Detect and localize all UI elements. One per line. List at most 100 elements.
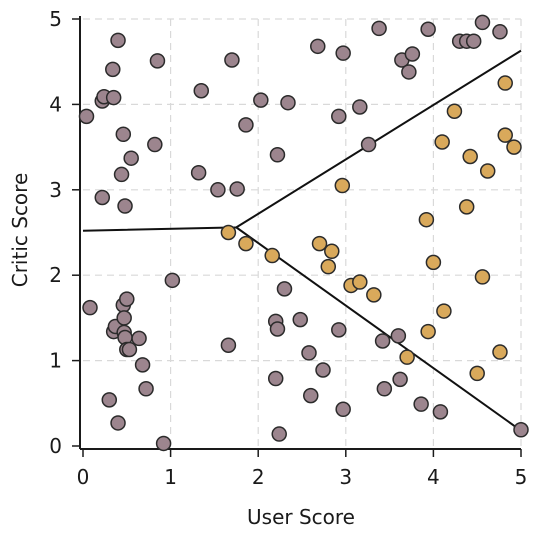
data-point-class-a bbox=[513, 422, 529, 438]
data-point-class-a bbox=[94, 189, 111, 206]
data-point-class-a bbox=[238, 117, 254, 133]
data-point-class-a bbox=[374, 333, 391, 349]
data-point-class-b bbox=[462, 148, 478, 165]
data-point-class-a bbox=[331, 108, 347, 125]
data-point-class-a bbox=[432, 404, 449, 420]
data-point-class-a bbox=[310, 38, 326, 55]
data-point-class-a bbox=[110, 415, 126, 431]
data-point-class-b bbox=[497, 127, 513, 143]
data-point-class-a bbox=[121, 341, 138, 358]
axes bbox=[79, 16, 521, 450]
data-point-class-a bbox=[303, 387, 319, 404]
data-point-class-a bbox=[190, 164, 207, 181]
data-point-class-a bbox=[413, 396, 429, 412]
data-point-class-b bbox=[324, 243, 340, 260]
data-point-class-a bbox=[335, 45, 351, 61]
data-point-class-b bbox=[446, 103, 463, 119]
data-point-class-a bbox=[149, 53, 166, 69]
data-point-class-a bbox=[220, 337, 237, 353]
x-axis-label: User Score bbox=[247, 505, 355, 529]
data-point-class-a bbox=[267, 370, 284, 387]
x-tick-label: 3 bbox=[339, 465, 352, 489]
y-tick-label: 0 bbox=[49, 434, 62, 458]
data-point-class-b bbox=[238, 235, 254, 252]
data-point-class-a bbox=[492, 24, 508, 40]
data-point-class-a bbox=[420, 21, 436, 37]
data-point-class-b bbox=[506, 139, 522, 155]
data-point-class-a bbox=[229, 181, 245, 197]
data-point-class-b bbox=[418, 211, 435, 228]
data-point-class-a bbox=[138, 381, 154, 397]
decision-boundary bbox=[82, 49, 522, 432]
data-point-class-a bbox=[116, 310, 132, 326]
data-point-class-a bbox=[392, 371, 408, 388]
y-tick-label: 2 bbox=[49, 263, 62, 287]
ticks: 0 1 2 3 4 5 0 1 2 3 4 5 bbox=[49, 7, 527, 489]
data-point-class-a bbox=[271, 426, 287, 442]
x-tick-label: 2 bbox=[252, 465, 265, 489]
data-point-class-b bbox=[311, 235, 328, 252]
data-point-class-a bbox=[117, 198, 133, 214]
data-point-class-a bbox=[335, 401, 351, 418]
x-tick-label: 5 bbox=[515, 465, 528, 489]
data-point-class-b bbox=[352, 274, 368, 290]
data-point-class-a bbox=[404, 46, 421, 62]
data-point-class-a bbox=[376, 381, 393, 397]
data-point-class-a bbox=[105, 89, 122, 106]
data-point-class-a bbox=[352, 99, 368, 115]
data-point-class-a bbox=[105, 61, 121, 78]
data-point-class-b bbox=[474, 269, 491, 285]
y-tick-label: 5 bbox=[49, 7, 62, 31]
data-point-class-a bbox=[292, 311, 308, 328]
x-tick-label: 0 bbox=[77, 465, 90, 489]
data-point-class-a bbox=[371, 20, 387, 37]
data-point-class-a bbox=[155, 435, 172, 452]
y-tick-label: 4 bbox=[49, 92, 62, 116]
data-point-class-b bbox=[334, 177, 351, 194]
data-point-class-a bbox=[123, 150, 139, 166]
data-point-class-a bbox=[280, 94, 296, 111]
data-point-class-b bbox=[458, 199, 475, 215]
data-point-class-a bbox=[134, 357, 151, 373]
data-point-class-a bbox=[110, 32, 126, 49]
data-point-class-b bbox=[436, 303, 452, 319]
data-point-class-b bbox=[320, 258, 337, 275]
data-point-class-a bbox=[82, 299, 98, 316]
y-axis-label: Critic Score bbox=[8, 173, 32, 288]
boundary-line bbox=[82, 49, 522, 432]
data-point-class-a bbox=[315, 362, 331, 378]
data-point-class-a bbox=[113, 166, 130, 183]
data-point-class-b bbox=[469, 365, 485, 382]
data-point-class-b bbox=[220, 224, 237, 241]
data-point-class-b bbox=[434, 134, 450, 150]
data-point-class-a bbox=[101, 392, 118, 408]
data-point-class-a bbox=[465, 33, 482, 49]
data-point-class-a bbox=[193, 82, 210, 99]
data-point-class-a bbox=[390, 328, 407, 344]
data-point-class-b bbox=[479, 163, 496, 179]
data-point-class-a bbox=[78, 108, 95, 125]
data-point-class-a bbox=[331, 322, 347, 338]
data-point-class-b bbox=[264, 247, 280, 264]
data-point-class-a bbox=[164, 272, 181, 289]
data-point-class-a bbox=[147, 136, 163, 153]
data-point-class-b bbox=[497, 75, 513, 91]
data-point-class-b bbox=[425, 254, 442, 271]
data-point-class-a bbox=[269, 321, 286, 337]
data-point-class-a bbox=[131, 330, 147, 347]
data-point-class-a bbox=[474, 14, 491, 31]
data-point-class-a bbox=[360, 136, 377, 153]
data-point-class-a bbox=[210, 182, 226, 198]
data-point-class-a bbox=[119, 291, 135, 307]
data-point-class-a bbox=[253, 92, 269, 108]
data-point-class-b bbox=[399, 349, 415, 365]
data-point-class-a bbox=[224, 52, 240, 68]
data-point-class-b bbox=[420, 323, 436, 340]
data-point-class-a bbox=[115, 126, 132, 143]
grid bbox=[83, 18, 522, 446]
y-tick-label: 1 bbox=[49, 349, 62, 373]
x-tick-label: 1 bbox=[164, 465, 177, 489]
data-point-class-b bbox=[366, 287, 382, 303]
data-point-class-a bbox=[301, 345, 317, 361]
